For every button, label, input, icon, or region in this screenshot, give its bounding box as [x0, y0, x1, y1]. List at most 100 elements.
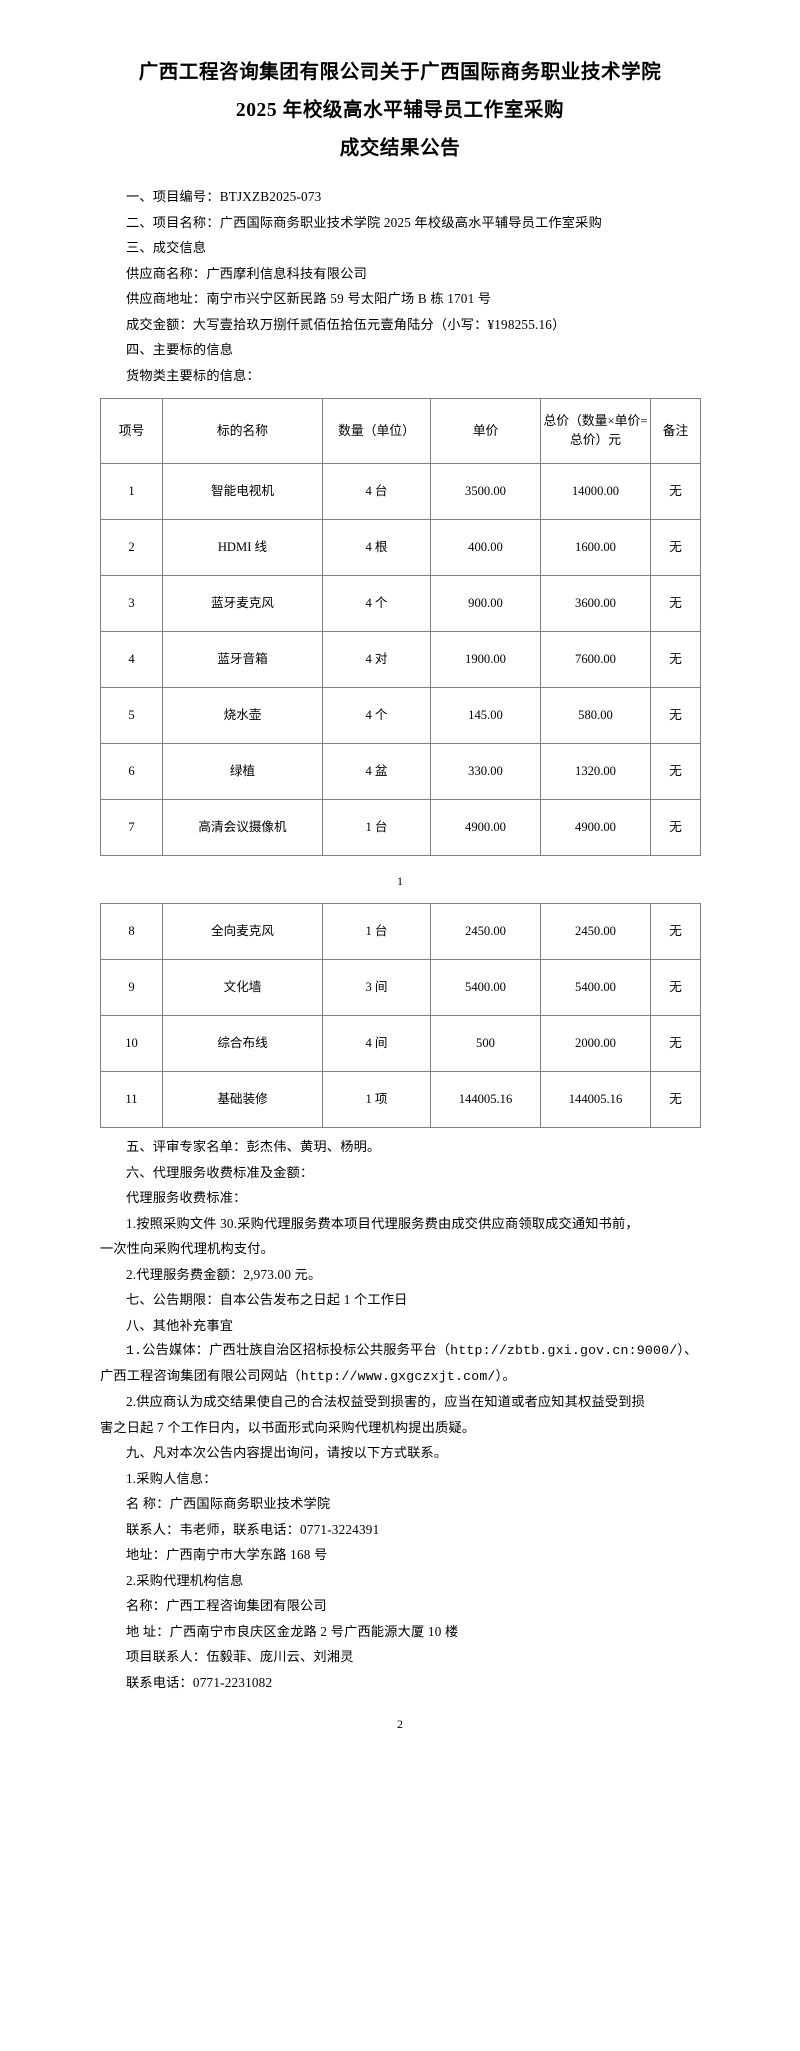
- table-row: 7 高清会议摄像机 1 台 4900.00 4900.00 无: [100, 799, 701, 856]
- title-line-3: 成交结果公告: [339, 138, 461, 159]
- table-row: 3 蓝牙麦克风 4 个 900.00 3600.00 无: [100, 575, 701, 632]
- cell-item-name: HDMI 线: [162, 519, 323, 576]
- cell-item-no: 2: [100, 519, 163, 576]
- cell-quantity: 4 台: [322, 463, 431, 520]
- cell-remark: 无: [650, 743, 701, 800]
- cell-total: 3600.00: [540, 575, 651, 632]
- table-row: 10 综合布线 4 间 500 2000.00 无: [100, 1015, 701, 1072]
- cell-item-no: 11: [100, 1071, 163, 1128]
- challenge-clause-part2: 害之日起 7 个工作日内，以书面形式向采购代理机构提出质疑。: [100, 1419, 476, 1435]
- cell-unit-price: 4900.00: [430, 799, 541, 856]
- supplementary-heading: 八、其他补充事宜: [126, 1317, 234, 1333]
- cell-item-name: 蓝牙音箱: [162, 631, 323, 688]
- cell-item-no: 10: [100, 1015, 163, 1072]
- goods-table-page2-wrapper: 8 全向麦克风 1 台 2450.00 2450.00 无 9 文化墙 3 间 …: [100, 903, 701, 1128]
- cell-remark: 无: [650, 799, 701, 856]
- page-number-2: 2: [397, 1717, 403, 1731]
- cell-remark: 无: [650, 1071, 701, 1128]
- announcement-document: 广西工程咨询集团有限公司关于广西国际商务职业技术学院 2025 年校级高水平辅导…: [90, 40, 710, 1731]
- cell-item-name: 绿植: [162, 743, 323, 800]
- col-header-item-name: 标的名称: [162, 398, 323, 464]
- body-upper: 一、项目编号：BTJXZB2025-073 二、项目名称：广西国际商务职业技术学…: [100, 168, 700, 388]
- cell-total: 144005.16: [540, 1071, 651, 1128]
- cell-quantity: 4 间: [322, 1015, 431, 1072]
- cell-item-no: 3: [100, 575, 163, 632]
- cell-item-no: 9: [100, 959, 163, 1016]
- cell-item-name: 智能电视机: [162, 463, 323, 520]
- goods-table-page1: 项号 标的名称 数量（单位） 单价 总价（数量×单价=总价）元 备注 1 智能电…: [100, 398, 701, 856]
- cell-quantity: 4 个: [322, 687, 431, 744]
- goods-subheading: 货物类主要标的信息：: [126, 367, 260, 383]
- title-line-1: 广西工程咨询集团有限公司关于广西国际商务职业技术学院: [138, 62, 662, 83]
- cell-quantity: 4 对: [322, 631, 431, 688]
- award-amount-line: 成交金额：大写壹拾玖万捌仟贰佰伍拾伍元壹角陆分（小写：¥198255.16）: [126, 316, 566, 332]
- body-lower: 五、评审专家名单：彭杰伟、黄玥、杨明。 六、代理服务收费标准及金额： 代理服务收…: [100, 1128, 700, 1695]
- table-row: 6 绿植 4 盆 330.00 1320.00 无: [100, 743, 701, 800]
- cell-quantity: 1 项: [322, 1071, 431, 1128]
- agency-name-line: 名称：广西工程咨询集团有限公司: [126, 1598, 327, 1613]
- agency-address-line: 地 址：广西南宁市良庆区金龙路 2 号广西能源大厦 10 楼: [126, 1623, 459, 1639]
- main-targets-heading: 四、主要标的信息: [126, 342, 234, 357]
- table-header-row: 项号 标的名称 数量（单位） 单价 总价（数量×单价=总价）元 备注: [100, 398, 701, 464]
- cell-total: 580.00: [540, 687, 651, 744]
- cell-remark: 无: [650, 575, 701, 632]
- table-row: 11 基础装修 1 项 144005.16 144005.16 无: [100, 1071, 701, 1128]
- cell-total: 14000.00: [540, 463, 651, 520]
- cell-unit-price: 1900.00: [430, 631, 541, 688]
- table-row: 1 智能电视机 4 台 3500.00 14000.00 无: [100, 463, 701, 520]
- cell-total: 7600.00: [540, 631, 651, 688]
- agency-project-contacts-line: 项目联系人：伍毅菲、庞川云、刘湘灵: [126, 1649, 354, 1664]
- announcement-media-part1: 1.公告媒体：广西壮族自治区招标投标公共服务平台（http://zbtb.gxi…: [126, 1343, 698, 1358]
- cell-item-name: 综合布线: [162, 1015, 323, 1072]
- cell-item-name: 烧水壶: [162, 687, 323, 744]
- table-row: 2 HDMI 线 4 根 400.00 1600.00 无: [100, 519, 701, 576]
- col-header-item-no: 项号: [100, 398, 163, 464]
- agency-fee-heading: 六、代理服务收费标准及金额：: [126, 1164, 314, 1180]
- col-header-remark: 备注: [650, 398, 701, 464]
- agency-phone-line: 联系电话：0771-2231082: [126, 1674, 273, 1690]
- cell-item-name: 蓝牙麦克风: [162, 575, 323, 632]
- announcement-media-part2: 广西工程咨询集团有限公司网站（http://www.gxgczxjt.com/）…: [100, 1368, 516, 1384]
- table-row: 5 烧水壶 4 个 145.00 580.00 无: [100, 687, 701, 744]
- document-title: 广西工程咨询集团有限公司关于广西国际商务职业技术学院 2025 年校级高水平辅导…: [90, 40, 710, 168]
- supplier-address-line: 供应商地址：南宁市兴宁区新民路 59 号太阳广场 B 栋 1701 号: [126, 291, 492, 306]
- cell-total: 4900.00: [540, 799, 651, 856]
- table-row: 9 文化墙 3 间 5400.00 5400.00 无: [100, 959, 701, 1016]
- cell-total: 1320.00: [540, 743, 651, 800]
- cell-quantity: 4 根: [322, 519, 431, 576]
- cell-unit-price: 900.00: [430, 575, 541, 632]
- cell-item-no: 6: [100, 743, 163, 800]
- cell-item-name: 基础装修: [162, 1071, 323, 1128]
- cell-remark: 无: [650, 687, 701, 744]
- purchaser-info-heading: 1.采购人信息：: [126, 1470, 217, 1486]
- cell-unit-price: 400.00: [430, 519, 541, 576]
- col-header-unit-price: 单价: [430, 398, 541, 464]
- agency-fee-item1-part2: 一次性向采购代理机构支付。: [100, 1241, 275, 1256]
- cell-total: 2000.00: [540, 1015, 651, 1072]
- cell-unit-price: 500: [430, 1015, 541, 1072]
- goods-table-page1-wrapper: 项号 标的名称 数量（单位） 单价 总价（数量×单价=总价）元 备注 1 智能电…: [100, 398, 701, 856]
- cell-remark: 无: [650, 519, 701, 576]
- cell-item-no: 1: [100, 463, 163, 520]
- goods-table-page2: 8 全向麦克风 1 台 2450.00 2450.00 无 9 文化墙 3 间 …: [100, 903, 701, 1128]
- page-number-1: 1: [397, 874, 403, 888]
- announcement-period-line: 七、公告期限：自本公告发布之日起 1 个工作日: [126, 1292, 408, 1307]
- cell-item-no: 5: [100, 687, 163, 744]
- cell-remark: 无: [650, 1015, 701, 1072]
- contacts-heading: 九、凡对本次公告内容提出询问，请按以下方式联系。: [126, 1445, 448, 1460]
- purchaser-name-line: 名 称：广西国际商务职业技术学院: [126, 1496, 331, 1511]
- cell-remark: 无: [650, 463, 701, 520]
- agency-fee-item2: 2.代理服务费金额：2,973.00 元。: [126, 1266, 322, 1282]
- table-row: 4 蓝牙音箱 4 对 1900.00 7600.00 无: [100, 631, 701, 688]
- purchaser-contact-line: 联系人：韦老师，联系电话：0771-3224391: [126, 1521, 380, 1537]
- col-header-total-price: 总价（数量×单价=总价）元: [540, 398, 651, 464]
- supplier-name-line: 供应商名称：广西摩利信息科技有限公司: [126, 265, 367, 281]
- col-header-quantity: 数量（单位）: [322, 398, 431, 464]
- cell-item-name: 全向麦克风: [162, 903, 323, 960]
- project-number-line: 一、项目编号：BTJXZB2025-073: [126, 189, 322, 204]
- cell-unit-price: 3500.00: [430, 463, 541, 520]
- agency-fee-standard-label: 代理服务收费标准：: [126, 1190, 247, 1205]
- cell-quantity: 1 台: [322, 799, 431, 856]
- cell-item-no: 7: [100, 799, 163, 856]
- cell-quantity: 1 台: [322, 903, 431, 960]
